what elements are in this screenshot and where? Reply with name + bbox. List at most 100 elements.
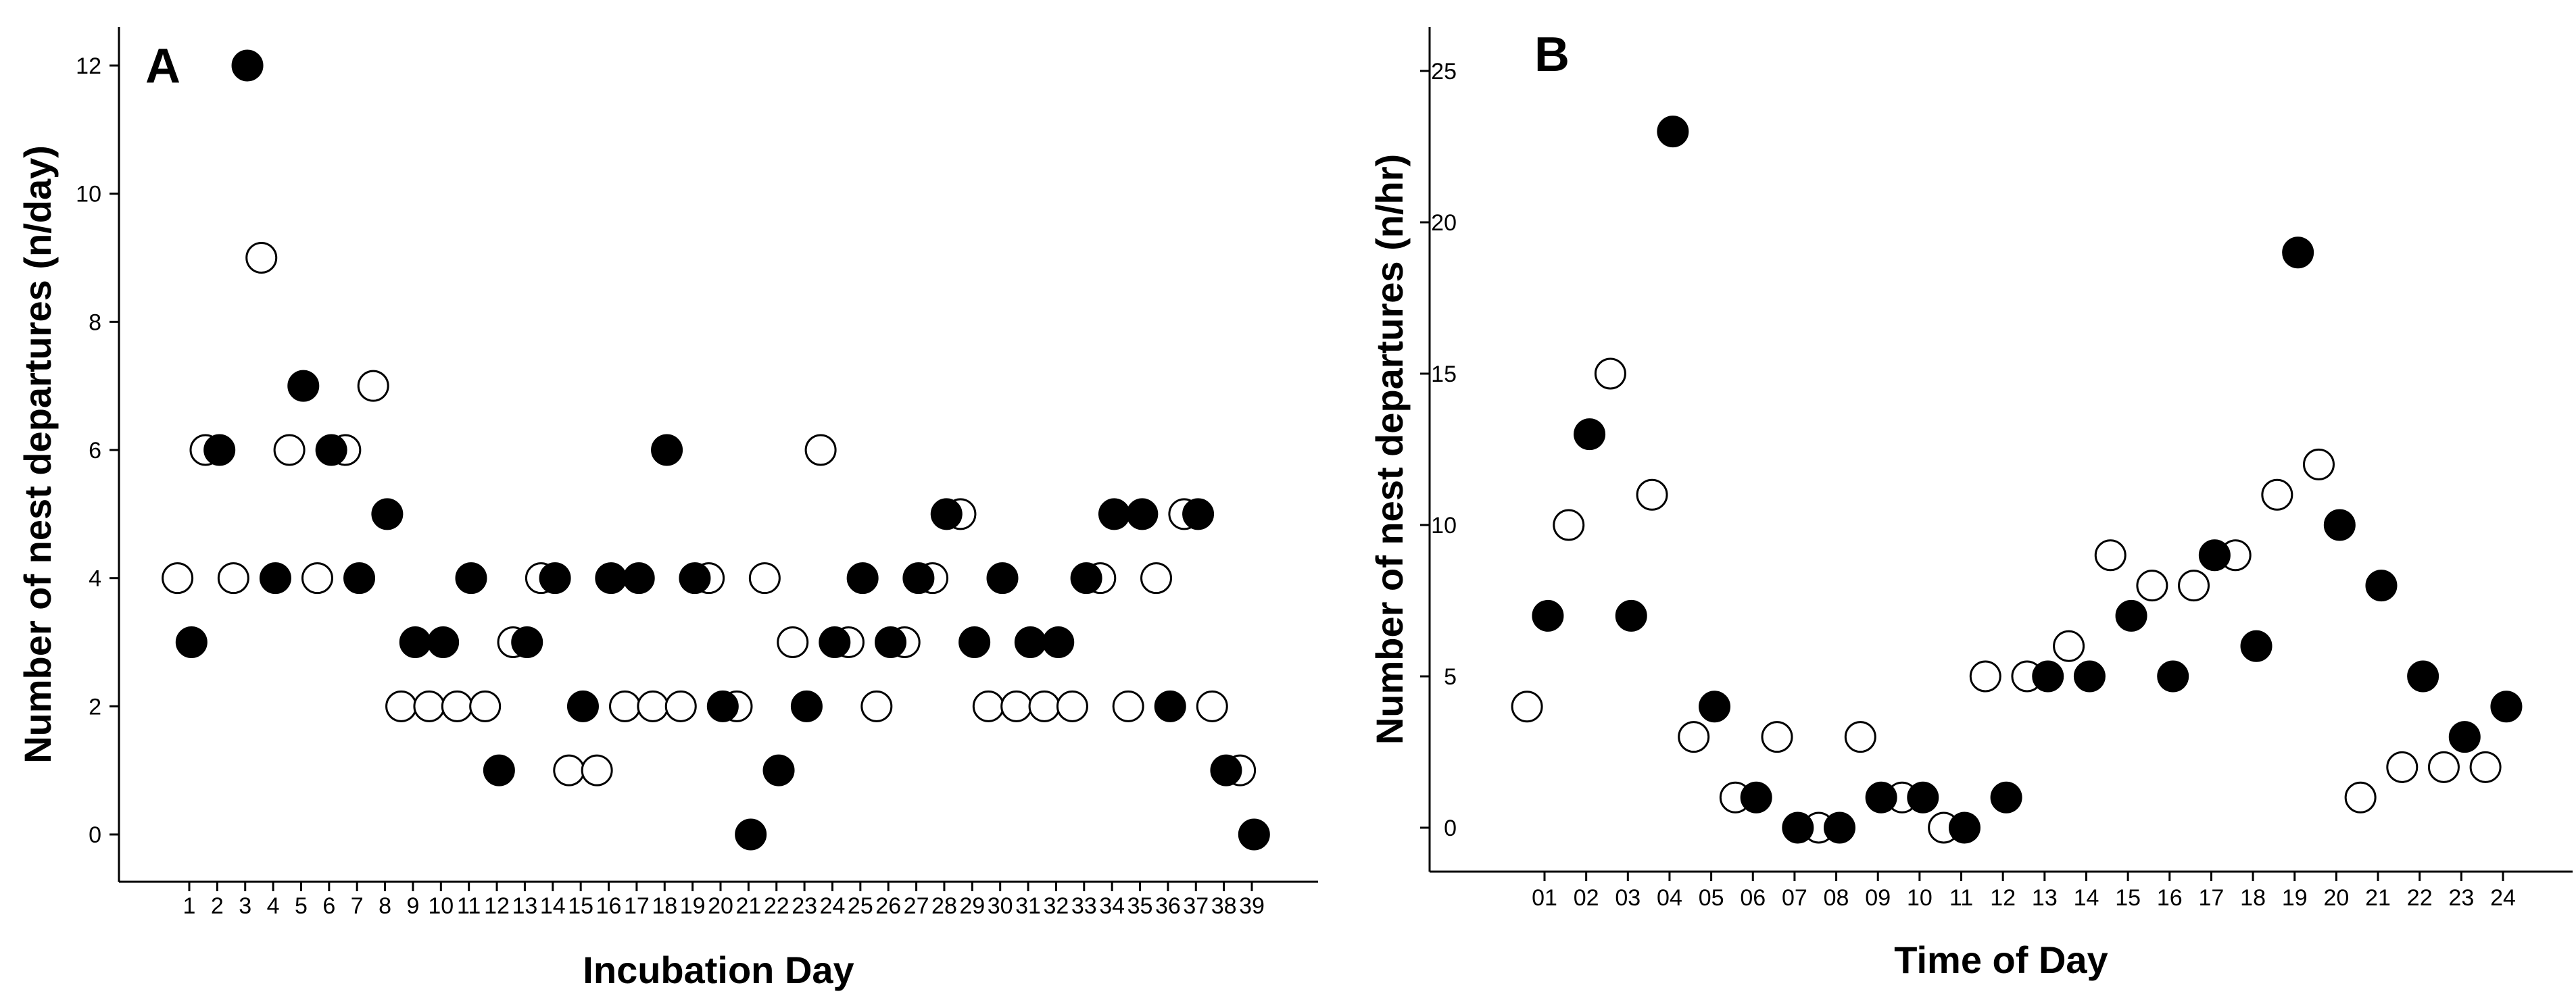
x-tick-label: 1 [183, 893, 196, 919]
x-tick-label: 37 [1183, 893, 1209, 919]
data-point-filled [846, 562, 879, 595]
x-tick-label: 14 [540, 893, 566, 919]
data-point-filled [2115, 599, 2147, 632]
x-tick-label: 12 [484, 893, 510, 919]
x-tick-label: 20 [2323, 885, 2349, 911]
x-tick-label: 20 [708, 893, 733, 919]
x-tick-label: 24 [2490, 885, 2516, 911]
data-point-filled [1126, 498, 1159, 530]
data-point-open [581, 754, 613, 786]
y-tick-label: 0 [89, 822, 101, 848]
data-point-filled [231, 49, 264, 82]
data-point-open [972, 690, 1004, 722]
data-point-filled [790, 690, 823, 722]
x-tick-label: 4 [267, 893, 280, 919]
data-point-filled [1154, 690, 1186, 722]
data-point-filled [2282, 236, 2314, 269]
data-point-open [2053, 630, 2085, 662]
x-tick-label: 12 [1990, 885, 2016, 911]
x-tick-label: 7 [351, 893, 364, 919]
data-point-filled [2157, 660, 2189, 693]
x-tick-label: 9 [406, 893, 419, 919]
data-point-filled [343, 562, 376, 595]
data-point-filled [175, 626, 208, 658]
x-tick-label: 10 [1907, 885, 1933, 911]
data-point-filled [315, 434, 347, 466]
y-tick-label: 5 [1444, 664, 1457, 690]
x-tick-label: 23 [2448, 885, 2474, 911]
data-point-filled [455, 562, 487, 595]
x-tick-label: 34 [1099, 893, 1125, 919]
data-point-open [385, 690, 418, 722]
data-point-filled [762, 754, 795, 786]
data-point-filled [1907, 781, 1939, 814]
data-point-filled [706, 690, 739, 722]
data-point-filled [2323, 509, 2356, 541]
data-point-filled [1014, 626, 1046, 658]
data-point-open [777, 626, 809, 658]
x-tick-label: 01 [1532, 885, 1557, 911]
data-point-filled [1740, 781, 1772, 814]
data-point-filled [1098, 498, 1130, 530]
x-tick-label: 29 [959, 893, 985, 919]
data-point-open [1511, 691, 1543, 723]
data-point-filled [2448, 721, 2481, 753]
data-point-filled [902, 562, 935, 595]
x-tick-label: 22 [2407, 885, 2433, 911]
data-point-open [441, 690, 473, 722]
x-tick-label: 19 [2282, 885, 2308, 911]
x-tick-label: 11 [457, 893, 481, 919]
data-point-filled [735, 818, 767, 851]
data-point-open [1028, 690, 1061, 722]
x-tick-label: 3 [239, 893, 251, 919]
data-point-filled [1823, 811, 1855, 844]
x-tick-label: 19 [680, 893, 706, 919]
data-point-open [217, 562, 249, 595]
data-point-open [2261, 478, 2293, 511]
data-point-open [2344, 781, 2377, 814]
x-tick-label: 15 [568, 893, 593, 919]
x-tick-label: 21 [735, 893, 761, 919]
x-tick-label: 32 [1044, 893, 1069, 919]
x-tick-label: 14 [2074, 885, 2099, 911]
data-point-filled [427, 626, 460, 658]
data-point-open [1761, 721, 1793, 753]
y-axis-title: Number of nest departures (n/day) [16, 145, 59, 764]
data-point-open [664, 690, 697, 722]
x-tick-label: 23 [792, 893, 817, 919]
x-tick-label: 6 [322, 893, 335, 919]
data-point-open [637, 690, 669, 722]
data-point-open [1000, 690, 1033, 722]
data-point-open [2386, 751, 2419, 783]
data-point-open [1112, 690, 1144, 722]
data-point-open [2178, 570, 2210, 602]
y-tick-label: 25 [1431, 59, 1457, 84]
data-point-open [1844, 721, 1876, 753]
x-tick-label: 22 [764, 893, 789, 919]
x-tick-label: 08 [1824, 885, 1849, 911]
data-point-open [1196, 690, 1228, 722]
data-point-filled [1532, 599, 1564, 632]
x-tick-label: 09 [1865, 885, 1891, 911]
data-point-filled [623, 562, 655, 595]
data-point-filled [819, 626, 851, 658]
data-point-filled [2073, 660, 2106, 693]
data-point-filled [259, 562, 291, 595]
data-point-filled [483, 754, 515, 786]
x-tick-label: 04 [1657, 885, 1682, 911]
data-point-filled [2032, 660, 2064, 693]
data-point-filled [287, 370, 320, 402]
data-point-filled [2198, 539, 2231, 572]
x-tick-label: 26 [875, 893, 901, 919]
data-point-open [301, 562, 333, 595]
data-point-filled [371, 498, 404, 530]
x-tick-label: 8 [379, 893, 391, 919]
data-point-filled [2240, 630, 2273, 662]
data-point-open [1678, 721, 1710, 753]
data-point-open [469, 690, 502, 722]
y-tick-label: 0 [1444, 816, 1457, 841]
data-point-filled [1238, 818, 1270, 851]
x-tick-label: 30 [988, 893, 1013, 919]
x-tick-label: 39 [1239, 893, 1265, 919]
